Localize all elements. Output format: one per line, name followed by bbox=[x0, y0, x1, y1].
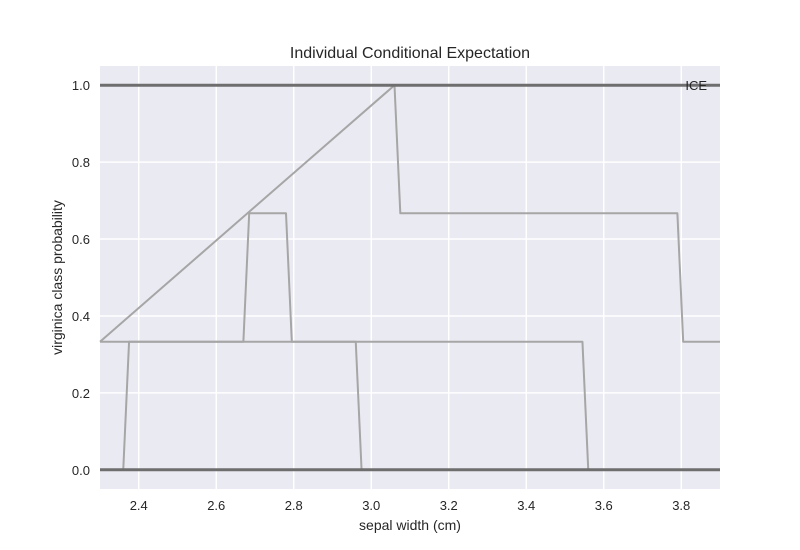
chart-title: Individual Conditional Expectation bbox=[290, 45, 530, 62]
y-tick-label: 0.0 bbox=[72, 463, 90, 478]
x-tick-label: 2.4 bbox=[130, 498, 148, 513]
x-tick-label: 3.8 bbox=[672, 498, 690, 513]
series-lines bbox=[99, 83, 720, 472]
legend-entry-ice: ICE bbox=[685, 78, 707, 93]
y-tick-label: 0.4 bbox=[72, 309, 90, 324]
y-tick-label: 0.2 bbox=[72, 386, 90, 401]
x-axis-title: sepal width (cm) bbox=[359, 517, 461, 533]
x-tick-label: 3.6 bbox=[595, 498, 613, 513]
y-tick-label: 1.0 bbox=[72, 78, 90, 93]
x-tick-label: 2.8 bbox=[285, 498, 303, 513]
tick-labels: 2.4 2.6 2.8 3.0 3.2 3.4 3.6 3.8 0.0 0.2 0.4 0.6 0.8 1… bbox=[72, 78, 690, 513]
x-tick-label: 3.0 bbox=[362, 498, 380, 513]
x-tick-label: 2.6 bbox=[207, 498, 225, 513]
x-tick-label: 3.2 bbox=[440, 498, 458, 513]
plot-background bbox=[100, 66, 720, 489]
y-tick-label: 0.8 bbox=[72, 155, 90, 170]
x-tick-label: 3.4 bbox=[517, 498, 535, 513]
y-tick-label: 0.6 bbox=[72, 232, 90, 247]
ice-line bbox=[100, 212, 720, 471]
y-axis-title: virginica class probability bbox=[49, 200, 65, 355]
ice-line bbox=[99, 84, 720, 343]
